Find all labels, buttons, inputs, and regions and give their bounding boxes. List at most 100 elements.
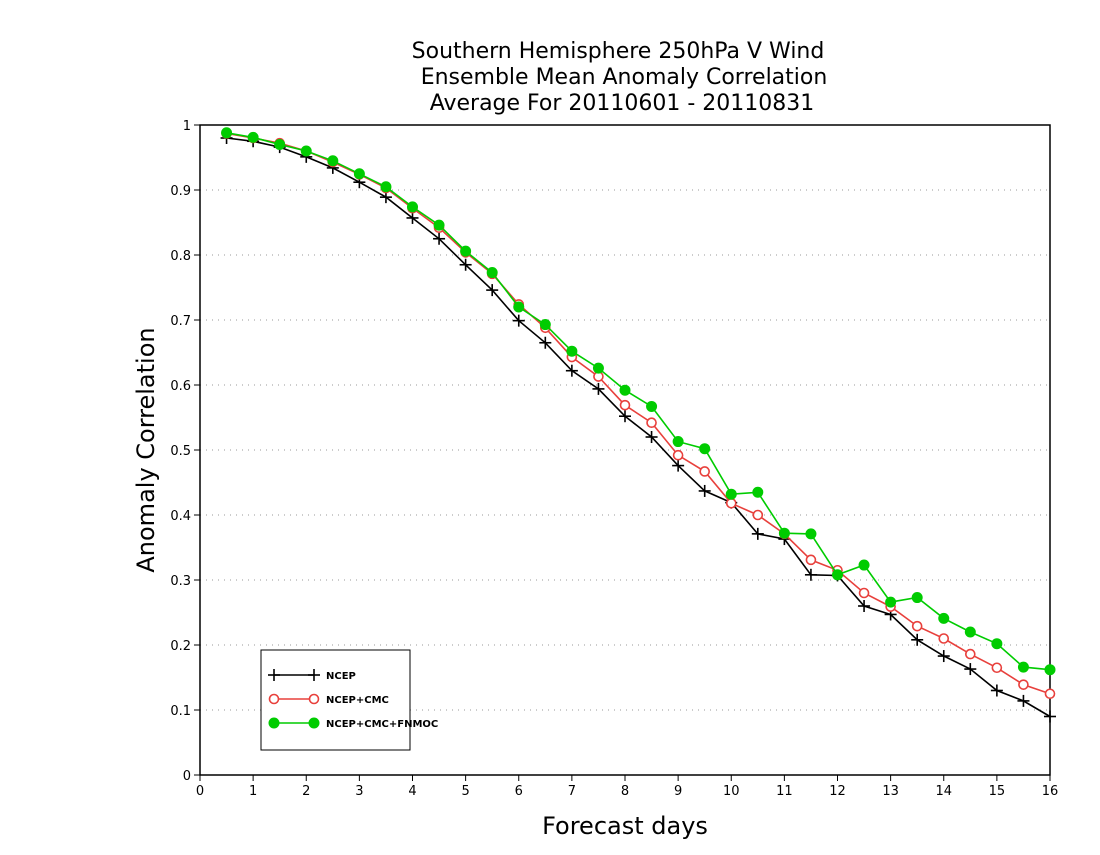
data-point [699, 443, 711, 455]
data-point [805, 528, 817, 540]
data-point [619, 399, 631, 411]
data-point [752, 509, 764, 521]
data-point [327, 155, 339, 167]
x-tick-label: 13 [882, 784, 899, 799]
y-tick-label: 0.7 [170, 314, 191, 329]
data-point [937, 650, 950, 663]
legend-marker [308, 693, 320, 705]
y-tick-label: 0.1 [170, 704, 191, 719]
data-point [858, 559, 870, 571]
legend-entry: NCEP+CMC [268, 693, 389, 706]
legend-marker [308, 717, 320, 729]
data-point [460, 245, 472, 257]
data-point [565, 364, 578, 377]
data-point [938, 633, 950, 644]
data-point [778, 527, 790, 539]
data-point [885, 596, 897, 608]
data-point [592, 382, 605, 395]
data-point [1044, 710, 1056, 723]
data-point [513, 301, 525, 313]
series-line [226, 137, 1051, 718]
data-point [1018, 679, 1029, 690]
data-point [725, 497, 737, 509]
data-point [486, 267, 498, 279]
data-point [1044, 688, 1056, 700]
data-point [459, 258, 472, 271]
y-tick-label: 0.9 [170, 184, 191, 199]
x-tick-label: 7 [568, 784, 576, 799]
x-tick-label: 16 [1042, 784, 1059, 799]
data-point [274, 139, 286, 150]
data-point [645, 431, 658, 443]
data-point [247, 131, 259, 143]
x-tick-label: 14 [935, 784, 952, 799]
series-layer [220, 127, 1056, 723]
data-point [911, 633, 924, 646]
series-ncep-cmc-fnmoc [221, 127, 1056, 676]
y-tick-label: 0.6 [170, 379, 191, 394]
y-tick-label: 0.3 [170, 574, 191, 589]
data-point [964, 663, 977, 676]
x-tick-label: 11 [776, 784, 793, 799]
legend-entry: NCEP+CMC+FNMOC [268, 717, 438, 730]
x-axis-title: Forecast days [542, 812, 708, 840]
data-point [858, 587, 870, 599]
data-point [433, 232, 446, 245]
data-point [832, 569, 843, 581]
data-point [672, 449, 684, 461]
x-tick-label: 0 [196, 784, 204, 799]
x-tick-label: 1 [249, 784, 257, 799]
data-point [539, 319, 551, 331]
legend-entry: NCEP [268, 669, 356, 682]
legend-marker [268, 669, 280, 681]
y-tick-label: 0.2 [170, 639, 191, 654]
legend-label: NCEP+CMC [326, 695, 389, 706]
data-point [672, 436, 684, 448]
x-tick-label: 9 [674, 784, 682, 799]
data-point [1017, 694, 1030, 707]
data-point [221, 127, 233, 139]
y-tick-label: 0.5 [170, 444, 191, 459]
data-point [646, 417, 657, 429]
legend-label: NCEP+CMC+FNMOC [326, 719, 438, 730]
data-point [991, 638, 1003, 650]
x-tick-label: 5 [461, 784, 469, 799]
y-tick-label: 0.4 [170, 509, 191, 524]
legend-box [260, 649, 411, 751]
data-point [938, 612, 950, 624]
data-point [646, 400, 658, 412]
x-tick-label: 2 [302, 784, 310, 799]
data-point [725, 488, 737, 500]
gridlines [200, 189, 1050, 711]
x-tick-label: 12 [829, 784, 846, 799]
x-tick-label: 4 [408, 784, 416, 799]
data-point [672, 459, 685, 472]
data-point [751, 527, 764, 540]
data-point [858, 600, 871, 612]
data-point [539, 336, 552, 349]
data-point [512, 314, 525, 327]
data-point [353, 168, 365, 180]
data-point [752, 486, 764, 498]
legend-marker [308, 669, 320, 681]
data-point [965, 648, 976, 660]
y-axis-title: Anomaly Correlation [132, 327, 160, 572]
data-point [566, 345, 578, 357]
data-point [486, 284, 499, 297]
data-point [911, 620, 923, 632]
title-line-1: Southern Hemisphere 250hPa V Wind [412, 39, 825, 64]
legend-marker [268, 693, 280, 705]
x-tick-label: 8 [621, 784, 629, 799]
data-point [592, 362, 604, 374]
legend-marker [268, 717, 280, 729]
series-line [226, 132, 1051, 671]
data-point [619, 384, 631, 396]
series-ncep-cmc [221, 128, 1056, 700]
data-point [1044, 664, 1056, 676]
data-point [406, 211, 419, 224]
data-point [991, 662, 1003, 674]
title-line-2: Ensemble Mean Anomaly Correlation [421, 65, 828, 90]
data-point [964, 626, 976, 638]
